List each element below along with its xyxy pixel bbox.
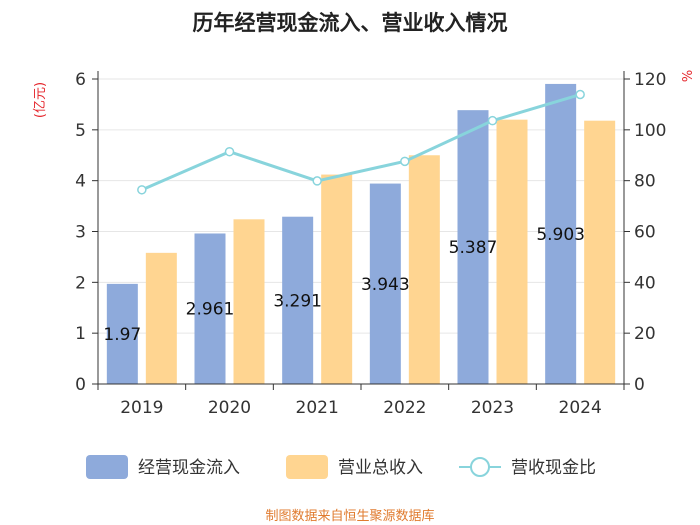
x-tick-label: 2019 xyxy=(120,398,163,418)
x-tick-label: 2024 xyxy=(559,398,602,418)
y-axis-label-right: % xyxy=(681,70,696,82)
ratio-line xyxy=(141,93,581,192)
bar-series xyxy=(106,83,616,385)
ratio-point xyxy=(312,176,322,186)
y-tick-label-left: 1 xyxy=(75,324,86,344)
y-tick-label-left: 2 xyxy=(75,273,86,293)
x-tick-label: 2023 xyxy=(471,398,514,418)
ratio-point xyxy=(224,146,235,157)
bar-data-label: 3.291 xyxy=(273,291,322,311)
y-tick-label-right: 0 xyxy=(634,375,645,395)
legend-label-ratio: 营收现金比 xyxy=(511,458,596,478)
ratio-point xyxy=(400,156,410,167)
ratio-point xyxy=(137,185,147,195)
x-tick-label: 2020 xyxy=(208,398,251,418)
source-note: 制图数据来自恒生聚源数据库 xyxy=(265,508,434,524)
ratio-point xyxy=(487,115,498,126)
gridlines xyxy=(98,78,624,334)
bar-inflow xyxy=(194,233,226,384)
legend: 经营现金流入 营业总收入 营收现金比 xyxy=(86,455,596,479)
y-tick-label-left: 6 xyxy=(75,70,86,90)
legend-label-revenue: 营业总收入 xyxy=(338,458,423,478)
bar-inflow xyxy=(282,216,314,384)
y-tick-label-right: 40 xyxy=(634,273,656,293)
y-tick-label-left: 0 xyxy=(75,375,86,395)
y-axis-label-left: (亿元) xyxy=(33,82,48,118)
bar-data-label: 1.97 xyxy=(103,325,141,345)
bar-inflow xyxy=(457,110,489,385)
ratio-line-series xyxy=(137,89,585,195)
chart-title: 历年经营现金流入、营业收入情况 xyxy=(193,11,508,35)
y-tick-label-left: 3 xyxy=(75,223,86,243)
bar-data-label: 5.903 xyxy=(536,225,585,245)
ratio-point xyxy=(575,89,585,100)
legend-swatch-ratio-marker xyxy=(470,457,490,477)
bar-data-label: 3.943 xyxy=(361,275,410,295)
x-tick-label: 2021 xyxy=(296,398,339,418)
bar-revenue xyxy=(496,119,528,385)
y-tick-label-left: 4 xyxy=(75,172,86,192)
legend-label-inflow: 经营现金流入 xyxy=(138,458,240,478)
bar-data-label: 5.387 xyxy=(449,238,498,258)
bar-revenue xyxy=(321,174,353,384)
bar-data-label: 2.961 xyxy=(186,300,235,320)
y-tick-label-left: 5 xyxy=(75,121,86,141)
y-tick-label-right: 20 xyxy=(634,324,656,344)
bar-inflow xyxy=(545,83,577,384)
y-tick-label-right: 100 xyxy=(634,121,666,141)
bar-revenue xyxy=(584,120,616,384)
y-tick-label-right: 120 xyxy=(634,70,666,90)
x-tick-label: 2022 xyxy=(383,398,426,418)
bar-data-labels: 1.97 2.961 3.291 3.943 5.387 5.903 xyxy=(103,225,585,345)
y-tick-label-right: 60 xyxy=(634,223,656,243)
bar-revenue xyxy=(408,155,440,384)
bar-inflow xyxy=(369,183,401,384)
legend-swatch-revenue xyxy=(286,455,328,479)
legend-swatch-inflow xyxy=(86,455,128,479)
bar-revenue xyxy=(145,252,177,384)
bar-revenue xyxy=(233,219,265,384)
bar-inflow xyxy=(106,283,138,384)
y-tick-label-right: 80 xyxy=(634,172,656,192)
